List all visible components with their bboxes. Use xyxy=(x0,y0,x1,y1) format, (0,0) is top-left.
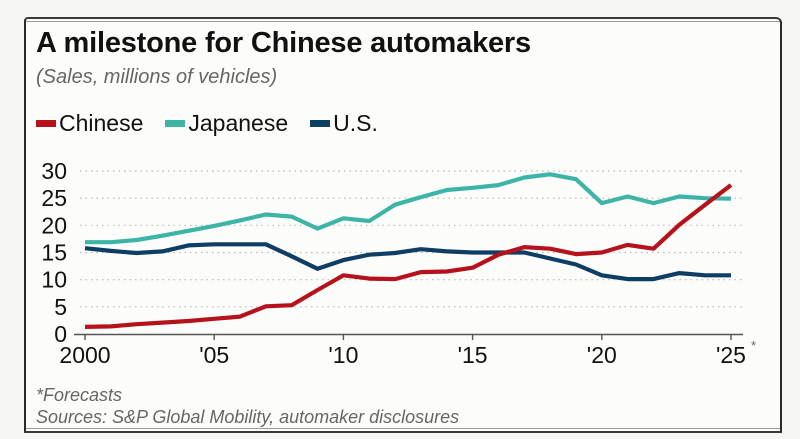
footnote: *Forecasts xyxy=(36,385,123,405)
y-tick-label: 0 xyxy=(54,321,67,347)
legend-swatch-chinese xyxy=(36,119,56,127)
gridlines xyxy=(80,170,743,308)
y-tick-label: 20 xyxy=(41,212,67,238)
source-note: Sources: S&P Global Mobility, automaker … xyxy=(36,407,460,427)
forecast-asterisk: * xyxy=(751,338,756,353)
chart-card xyxy=(24,17,782,433)
legend-label-japanese: Japanese xyxy=(188,109,289,136)
x-tick-label: '05 xyxy=(199,342,229,368)
chart-title: A milestone for Chinese automakers xyxy=(36,27,531,59)
legend-item-japanese: Japanese xyxy=(165,110,288,137)
legend-swatch-japanese xyxy=(165,119,186,127)
y-tick-label: 25 xyxy=(41,185,67,211)
y-tick-label: 30 xyxy=(41,158,67,184)
series-line-chinese xyxy=(84,183,733,329)
y-tick-label: 10 xyxy=(41,267,67,293)
legend-item-us: U.S. xyxy=(310,110,378,137)
series-line-us xyxy=(84,242,731,282)
x-tick-label: 2000 xyxy=(59,342,110,368)
x-tick-label: '15 xyxy=(458,342,488,368)
x-tick-label: '20 xyxy=(587,342,617,368)
legend-label-us: U.S. xyxy=(333,109,378,136)
legend-item-chinese: Chinese xyxy=(36,110,143,137)
chart-subtitle: (Sales, millions of vehicles) xyxy=(36,66,278,88)
legend-label-chinese: Chinese xyxy=(59,109,144,136)
x-tick-label: '25 xyxy=(716,342,746,368)
y-tick-label: 15 xyxy=(41,240,67,266)
series-line-japanese xyxy=(85,172,732,245)
x-axis: 2000 '05 '10 '15 '20 '25 * xyxy=(59,333,756,368)
y-tick-label: 5 xyxy=(54,294,67,320)
legend: Chinese Japanese U.S. xyxy=(36,110,400,136)
legend-swatch-us xyxy=(310,119,331,127)
series-lines xyxy=(84,172,733,329)
x-tick-label: '10 xyxy=(328,342,358,368)
